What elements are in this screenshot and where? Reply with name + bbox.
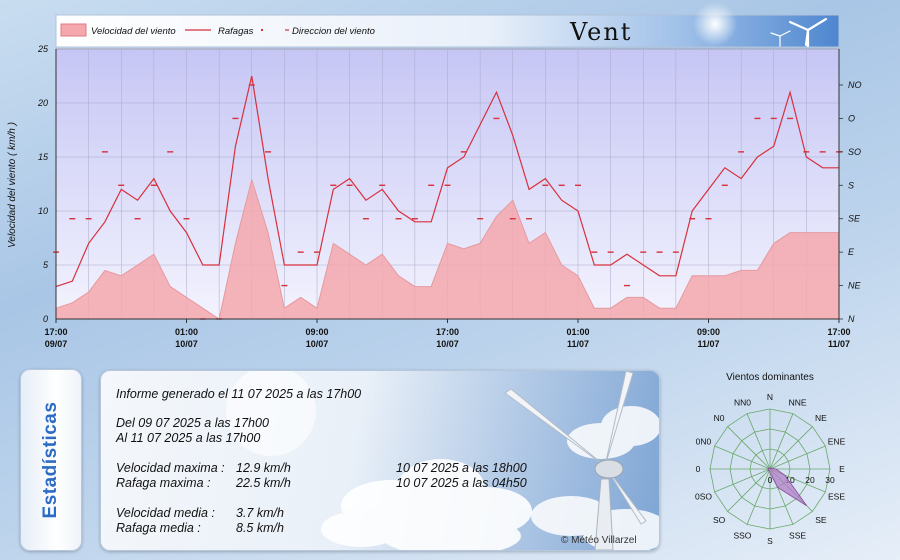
y-tick-label: 20 <box>37 98 48 108</box>
stats-tab-label: Estadísticas <box>40 401 61 519</box>
rose-direction-label: SO <box>713 515 726 525</box>
wind-turbine-logo-icon <box>770 17 828 48</box>
x-tick-date: 11/07 <box>828 339 850 349</box>
rose-direction-label: SSO <box>733 531 751 541</box>
rose-direction-label: NNE <box>789 397 807 407</box>
y-tick-label: 0 <box>43 314 48 324</box>
rose-ring-label: 10 <box>785 475 795 485</box>
rose-spoke <box>769 413 794 470</box>
chart-series <box>53 75 842 320</box>
rose-data-area <box>767 467 808 507</box>
x-tick-time: 01:00 <box>175 327 198 337</box>
rose-spoke <box>714 445 771 470</box>
max-speed-label: Velocidad maxima : <box>116 461 225 475</box>
sun-icon <box>226 371 316 456</box>
rose-ring-label: 30 <box>825 475 835 485</box>
legend-swatch-speed <box>60 23 87 37</box>
rose-direction-label: 0SO <box>695 492 712 502</box>
rose-direction-label: NN0 <box>734 397 751 407</box>
x-tick-time: 17:00 <box>436 327 459 337</box>
legend-label-speed: Velocidad del viento <box>91 26 176 37</box>
chart-title: Vent <box>569 18 632 46</box>
rose-direction-label: N0 <box>714 413 725 423</box>
max-speed-value: 12.9 km/h <box>236 461 291 475</box>
rose-direction-label: 0N0 <box>696 436 712 446</box>
gust-line <box>55 75 839 288</box>
rose-direction-label: NE <box>815 413 827 423</box>
avg-speed-value: 3.7 km/h <box>236 506 284 520</box>
max-gust-label: Rafaga maxima : <box>116 476 211 490</box>
rose-direction-label: 0 <box>696 464 701 474</box>
legend-label-gust: Rafagas <box>218 26 254 37</box>
copyright: © Météo Villarzel <box>561 535 637 546</box>
y2-tick-label: NE <box>848 281 861 291</box>
rose-spoke <box>769 426 813 470</box>
y2-tick-label: NO <box>848 80 862 90</box>
rose-spoke <box>727 468 771 512</box>
wind-rose: N NNE NE ENE E ESE SE SSE S SSO SO 0SO 0 0N0 N0 NN0 0 10 2… <box>695 392 846 546</box>
rose-ring-label: 0 <box>768 475 773 485</box>
x-tick-time: 09:00 <box>697 327 720 337</box>
max-gust-time: 10 07 2025 a las 04h50 <box>396 476 527 490</box>
legend-bar: Velocidad del viento Rafagas Direccion d… <box>55 2 840 48</box>
rose-spoke <box>746 468 771 525</box>
avg-gust-label: Rafaga media : <box>116 521 201 535</box>
x-tick-time: 09:00 <box>305 327 328 337</box>
rose-direction-label: SSE <box>789 531 806 541</box>
rose-direction-label: E <box>839 464 845 474</box>
report-generated: Informe generado el 11 07 2025 a las 17h… <box>116 387 362 401</box>
speed-area <box>55 177 840 320</box>
rose-spoke <box>746 413 771 470</box>
y-tick-label: 10 <box>38 206 48 216</box>
y2-tick-label: S <box>848 180 854 190</box>
y-tick-label: 5 <box>43 260 49 270</box>
rose-spoke <box>714 468 771 493</box>
y-tick-label: 15 <box>38 152 49 162</box>
y-axis-title: Velocidad del viento ( km/h ) <box>7 122 18 248</box>
x-tick-date: 10/07 <box>436 339 459 349</box>
max-gust-value: 22.5 km/h <box>236 476 291 490</box>
avg-gust-value: 8.5 km/h <box>236 521 284 535</box>
x-tick-time: 01:00 <box>566 327 589 337</box>
x-tick-time: 17:00 <box>44 327 67 337</box>
stats-background-image <box>226 371 659 550</box>
chart-axes: 0 5 10 15 20 25 N NE E SE S SO O NO 17:00 09/07 01:00 10/… <box>37 44 862 349</box>
y2-tick-label: O <box>848 113 855 123</box>
rose-spoke <box>769 445 826 470</box>
stats-panel: Informe generado el 11 07 2025 a las 17h… <box>100 370 660 551</box>
x-tick-time: 17:00 <box>827 327 850 337</box>
period-from: Del 09 07 2025 a las 17h00 <box>116 416 269 430</box>
stats-tab[interactable]: Estadísticas <box>20 369 82 551</box>
x-tick-date: 09/07 <box>45 339 68 349</box>
x-tick-date: 11/07 <box>697 339 719 349</box>
rose-ring-label: 20 <box>805 475 815 485</box>
max-speed-time: 10 07 2025 a las 18h00 <box>396 461 527 475</box>
sun-glow-icon <box>693 2 737 46</box>
y2-tick-label: SO <box>848 147 861 157</box>
legend-label-direction: Direccion del viento <box>292 26 375 37</box>
y2-tick-label: E <box>848 247 855 257</box>
rose-spoke <box>727 426 771 470</box>
avg-speed-label: Velocidad media : <box>116 506 215 520</box>
rose-direction-label: ESE <box>828 492 845 502</box>
y2-tick-label: SE <box>848 214 861 224</box>
rose-direction-label: SE <box>815 515 827 525</box>
y-tick-label: 25 <box>37 44 49 54</box>
cloud-icon <box>321 459 532 550</box>
y2-tick-label: N <box>848 314 855 324</box>
wind-turbine-icon <box>504 371 647 550</box>
wind-rose-title: Vientos dominantes <box>726 372 814 383</box>
x-tick-date: 10/07 <box>175 339 198 349</box>
x-tick-date: 11/07 <box>567 339 589 349</box>
x-tick-date: 10/07 <box>306 339 329 349</box>
rose-direction-label: S <box>767 536 773 546</box>
chart-grid <box>55 48 840 320</box>
legend-swatch-direction <box>261 29 263 31</box>
rose-direction-label: ENE <box>828 436 846 446</box>
rose-direction-label: N <box>767 392 773 402</box>
period-to: Al 11 07 2025 a las 17h00 <box>116 431 261 445</box>
